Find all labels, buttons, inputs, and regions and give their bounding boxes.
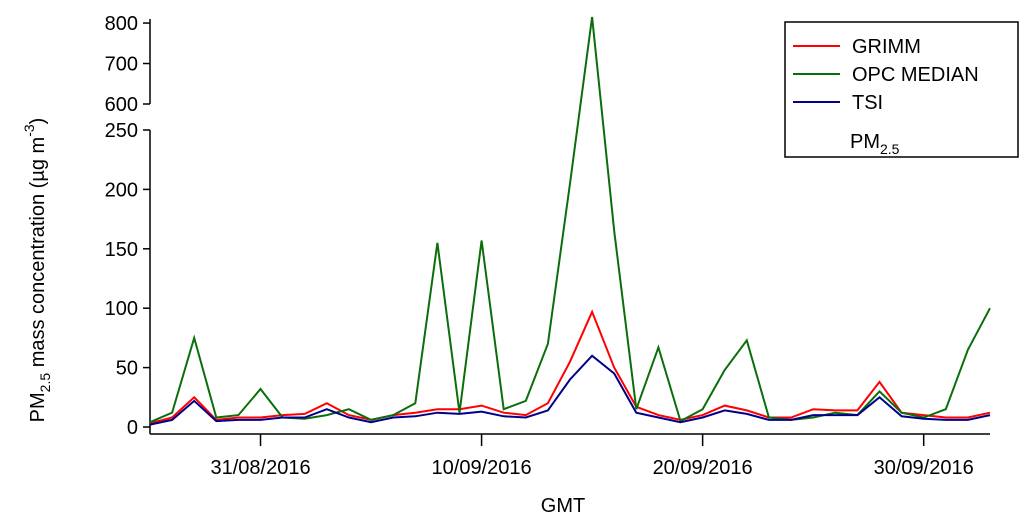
legend-box [784, 21, 1019, 158]
y-label-sup: -3 [21, 124, 37, 137]
y-tick-label: 700 [105, 54, 138, 76]
data-line [149, 354, 991, 426]
y-tick-label: 800 [105, 13, 138, 35]
y-label-text: PM [27, 392, 49, 422]
x-tick-label: 20/09/2016 [653, 457, 753, 479]
y-label-end: ) [27, 118, 49, 125]
x-tick-label: 10/09/2016 [432, 457, 532, 479]
y-tick-label: 250 [105, 120, 138, 142]
y-label-rest: mass concentration (µg m [27, 137, 49, 373]
legend-label: TSI [852, 92, 883, 114]
y-label-sub: 2.5 [37, 373, 53, 393]
y-axis-label: PM2.5 mass concentration (µg m-3) [21, 118, 53, 423]
x-tick-label: 30/09/2016 [874, 457, 974, 479]
legend-title-sub: 2.5 [880, 141, 900, 157]
legend-label: OPC MEDIAN [852, 64, 979, 86]
y-tick-label: 150 [105, 239, 138, 261]
y-tick-label: 50 [116, 358, 138, 380]
y-tick-label: 600 [105, 94, 138, 116]
data-line [149, 309, 991, 425]
legend-label: GRIMM [852, 36, 921, 58]
y-tick-label: 0 [127, 417, 138, 439]
x-tick-label: 31/08/2016 [210, 457, 310, 479]
x-axis-label: GMT [541, 495, 585, 517]
y-tick-label: 200 [105, 179, 138, 201]
legend-title: PM2.5 [850, 131, 900, 157]
y-tick-label: 100 [105, 298, 138, 320]
legend-title-text: PM [850, 131, 880, 153]
